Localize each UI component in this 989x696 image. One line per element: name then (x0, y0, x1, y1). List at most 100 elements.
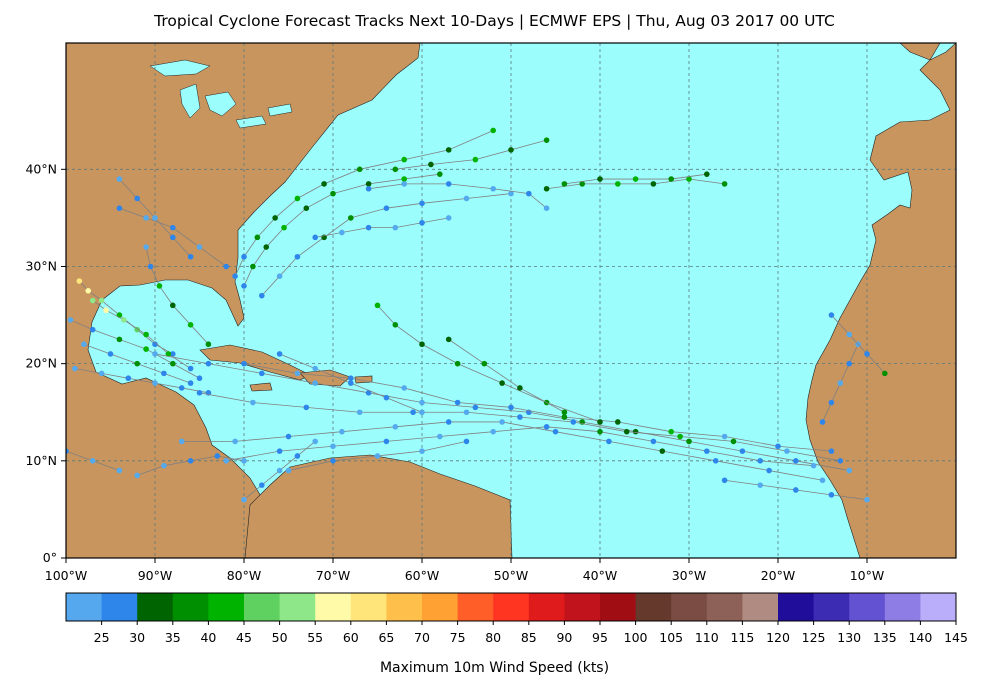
lat-tick-label-3: 30°N (25, 258, 57, 273)
colorbar-tick-8: 65 (378, 630, 394, 645)
track-point (330, 190, 336, 197)
track-point (259, 292, 265, 299)
track-point (650, 181, 657, 187)
track-point (365, 181, 372, 187)
track-point (241, 458, 247, 464)
colorbar-tick-14: 95 (592, 630, 608, 645)
track-point (543, 424, 550, 430)
track-point (134, 326, 140, 333)
lon-tick-label-0: 100°W (45, 568, 87, 583)
track-point (303, 205, 310, 211)
track-point (419, 219, 425, 226)
track-point (508, 404, 514, 411)
track-point (161, 462, 167, 469)
lon-tick-label-2: 80°W (227, 568, 262, 583)
track-point (837, 380, 844, 386)
colorbar-tick-9: 70 (414, 630, 430, 645)
track-point (294, 453, 301, 459)
track-point (89, 458, 96, 464)
colorbar-label: Maximum 10m Wind Speed (kts) (379, 660, 610, 676)
track-east-coast-4 (315, 217, 449, 238)
colorbar-swatch-19 (742, 593, 779, 621)
track-point (419, 200, 425, 207)
colorbar-tick-16: 105 (659, 630, 683, 645)
track-point (116, 467, 123, 474)
colorbar-tick-10: 75 (450, 630, 466, 645)
track-point (730, 438, 737, 445)
track-point (152, 380, 158, 386)
track-point (686, 438, 692, 445)
track-point (232, 273, 238, 280)
track-point (445, 336, 452, 343)
track-point (125, 375, 132, 382)
track-point (828, 399, 835, 406)
lon-tick-label-1: 90°W (138, 568, 173, 583)
track-point (241, 253, 247, 260)
track-point (828, 312, 835, 318)
track-point (828, 448, 835, 454)
colorbar-swatch-1 (101, 593, 138, 621)
colorbar-tick-19: 120 (766, 630, 790, 645)
track-point (250, 399, 256, 406)
track-point (89, 297, 96, 304)
colorbar-swatch-11 (457, 593, 494, 621)
track-point (837, 458, 844, 464)
track-point (846, 331, 852, 338)
track-point (196, 375, 203, 382)
track-point (437, 171, 443, 177)
lon-tick-label-4: 60°W (405, 568, 440, 583)
track-point (89, 326, 96, 333)
track-point (259, 482, 265, 488)
lat-tick-label-4: 40°N (25, 161, 57, 176)
colorbar-tick-23: 140 (908, 630, 932, 645)
track-point (793, 458, 799, 464)
track-central-am (74, 368, 209, 394)
great-lakes (149, 59, 293, 129)
colorbar-tick-21: 130 (837, 630, 861, 645)
track-point (454, 360, 461, 367)
track-point (463, 409, 470, 416)
track-point (187, 321, 194, 328)
track-point (561, 181, 568, 187)
track-point (383, 394, 390, 401)
track-point (214, 453, 221, 459)
track-point (739, 448, 746, 454)
colorbar-swatch-22 (849, 593, 886, 621)
track-point (330, 443, 336, 450)
track-point (419, 341, 425, 348)
colorbar-swatch-15 (600, 593, 637, 621)
track-point (721, 433, 728, 440)
track-point (445, 147, 452, 153)
track-point (543, 185, 550, 192)
track-point (303, 404, 310, 411)
track-point (517, 385, 523, 391)
track-point (312, 380, 319, 386)
track-point (348, 215, 354, 221)
track-point (259, 370, 265, 377)
track-point (294, 370, 301, 377)
track-point (205, 360, 212, 367)
track-point (143, 215, 149, 221)
colorbar-tick-20: 125 (802, 630, 826, 645)
track-point (828, 492, 835, 498)
colorbar-tick-1: 30 (129, 630, 145, 645)
track-point (250, 263, 256, 270)
track-point (263, 244, 270, 250)
colorbar-tick-12: 85 (521, 630, 537, 645)
colorbar-frame (65, 592, 957, 622)
land-greenland-corner (899, 43, 941, 61)
track-point (81, 341, 87, 348)
track-point (419, 448, 425, 454)
track-point (579, 181, 585, 187)
track-point (85, 287, 92, 294)
colorbar-swatch-17 (671, 593, 708, 621)
colorbar-tick-labels: 25 30 35 40 45 50 55 60 65 70 75 80 85 90 95 100 105 110 1… (94, 621, 968, 645)
track-point (499, 419, 505, 425)
track-point (392, 321, 399, 328)
track-point (276, 351, 283, 357)
track-point (463, 195, 470, 202)
track-point (374, 453, 381, 459)
track-point (147, 263, 154, 270)
track-point (356, 166, 363, 173)
grid-lines (66, 43, 956, 558)
